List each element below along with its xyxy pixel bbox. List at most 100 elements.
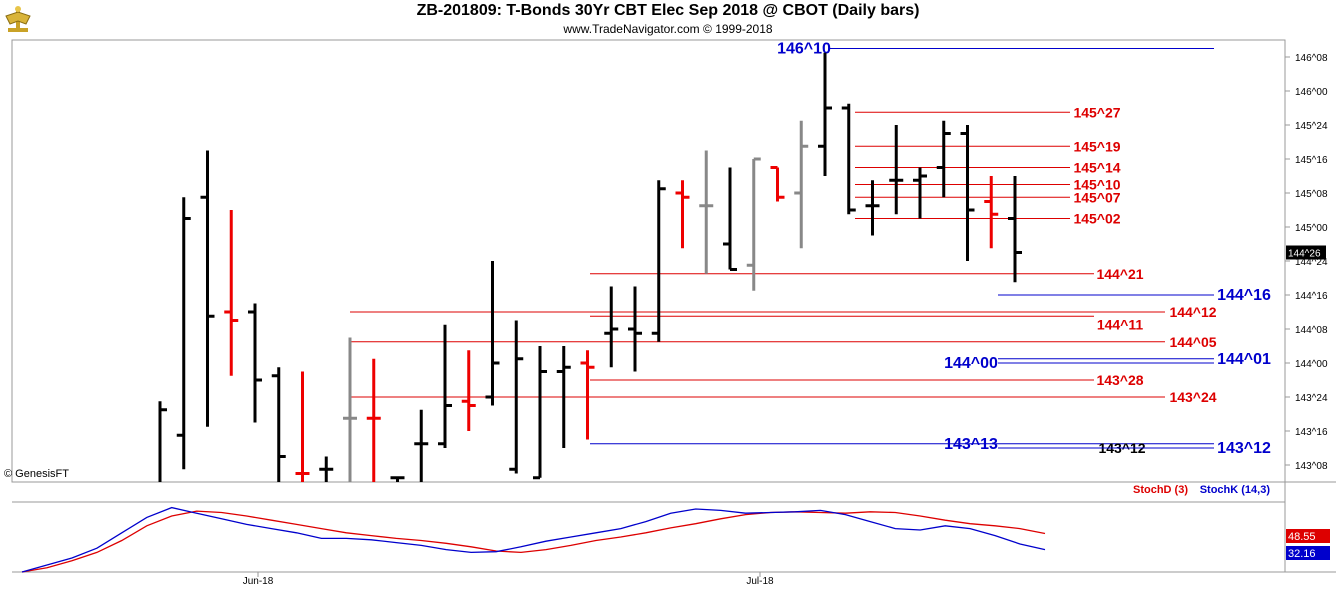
price-tick-label: 143^08 (1295, 461, 1328, 472)
price-level: 145^19 (855, 138, 1121, 154)
price-level: 146^10 (777, 41, 1214, 58)
ohlc-bar (343, 337, 357, 482)
ohlc-bar (818, 52, 832, 176)
level-label: 144^05 (1169, 334, 1216, 350)
ohlc-bar (984, 176, 999, 249)
time-axis: Jun-18 Jul-18 (243, 572, 774, 587)
ohlc-bar (770, 166, 785, 202)
ohlc-bar (556, 346, 571, 448)
level-label: 145^14 (1073, 160, 1120, 176)
ohlc-bar (176, 197, 191, 470)
price-tick-label: 145^08 (1295, 189, 1328, 200)
ohlc-bar (414, 409, 429, 482)
chart-title: ZB-201809: T-Bonds 30Yr CBT Elec Sep 201… (416, 2, 920, 19)
ohlc-bar (960, 125, 975, 261)
ohlc-bar (438, 324, 452, 448)
ohlc-bar (224, 210, 239, 376)
ohlc-bar (390, 476, 405, 482)
time-tick-label: Jun-18 (243, 576, 274, 587)
level-label: 144^21 (1096, 266, 1143, 282)
price-level: 145^27 (855, 104, 1121, 120)
price-tick-label: 144^16 (1295, 291, 1328, 302)
legend-stochk: StochK (14,3) (1200, 484, 1271, 496)
ohlc-bar (248, 303, 262, 423)
stochk-line (21, 506, 1046, 573)
ohlc-bar (865, 180, 880, 236)
ohlc-bar (913, 167, 927, 219)
ohlc-bar (889, 125, 904, 215)
price-bars (158, 52, 1022, 482)
tradenavigator-logo-icon (4, 4, 32, 34)
ohlc-bar (461, 350, 476, 431)
price-level: 144^00 (944, 355, 1214, 372)
level-label: 144^16 (1217, 287, 1271, 304)
level-label: 144^00 (944, 355, 998, 372)
level-label: 145^10 (1073, 177, 1120, 193)
price-tick-label: 144^08 (1295, 325, 1328, 336)
price-tick-label: 145^00 (1295, 223, 1328, 234)
ohlc-bar (485, 261, 500, 406)
ohlc-bar (628, 286, 642, 372)
price-tick-label: 146^00 (1295, 87, 1328, 98)
level-label: 145^19 (1073, 138, 1120, 154)
level-label: 144^11 (1097, 316, 1144, 332)
price-level: 144^21 (590, 266, 1144, 282)
ohlc-bar (295, 371, 310, 482)
legend-stochd: StochD (3) (1133, 484, 1188, 496)
level-label: 145^02 (1073, 211, 1120, 227)
ohlc-bar (794, 120, 809, 249)
price-level: 145^02 (855, 211, 1121, 227)
price-level: 145^14 (855, 160, 1121, 176)
price-level: 143^24 (350, 389, 1217, 405)
price-level: 143^28 (590, 372, 1144, 388)
last-price-box (1286, 245, 1326, 260)
stochd-value: 48.55 (1288, 531, 1316, 543)
stochk-value-box (1286, 546, 1330, 560)
ohlc-bar (509, 320, 524, 474)
price-level: 143^13 (590, 436, 1214, 453)
stochk-value: 32.16 (1288, 548, 1316, 560)
ohlc-bar (651, 180, 666, 342)
ohlc-bar (936, 120, 951, 198)
price-tick-label: 146^08 (1295, 53, 1328, 64)
level-label: 146^10 (777, 41, 831, 58)
price-tick-label: 144^24 (1295, 257, 1328, 268)
ohlc-bar (533, 346, 547, 480)
price-level: 143^12 (998, 440, 1271, 457)
ohlc-bar (366, 358, 381, 482)
price-level: 144^05 (350, 334, 1217, 350)
price-level: 144^11 (590, 315, 1144, 332)
stochd-line (21, 510, 1046, 573)
ohlc-bar (746, 157, 761, 291)
ohlc-bar (604, 286, 619, 368)
copyright-label: © GenesisFT (4, 468, 69, 480)
price-level: 145^07 (855, 189, 1121, 205)
ohlc-bar (675, 180, 690, 249)
level-label: 143^28 (1096, 372, 1143, 388)
price-tick-label: 145^16 (1295, 155, 1328, 166)
level-label: 144^01 (1217, 351, 1271, 368)
ohlc-bar (271, 367, 286, 482)
ohlc-bar (319, 456, 334, 482)
level-label: 143^24 (1169, 389, 1216, 405)
price-level: 145^10 (855, 177, 1121, 193)
stochd-value-box (1286, 529, 1330, 543)
price-axis: 143^08 143^16 143^24 144^00 144^08 144^16 144^… (1285, 53, 1328, 472)
chart-subtitle: www.TradeNavigator.com © 1999-2018 (563, 22, 773, 36)
last-price-label: 144^26 (1288, 249, 1321, 260)
stochastic-pane: StochD (3) StochK (14,3) 48.55 32.16 (21, 484, 1330, 573)
level-label: 145^07 (1073, 189, 1120, 205)
ohlc-bar (580, 350, 595, 440)
price-level: 144^01 (998, 351, 1271, 368)
price-tick-label: 145^24 (1295, 121, 1328, 132)
level-label: 143^12 (1217, 440, 1271, 457)
ohlc-bar (158, 401, 167, 482)
price-tick-label: 144^00 (1295, 359, 1328, 370)
time-tick-label: Jul-18 (746, 576, 774, 587)
price-tick-label: 143^16 (1295, 427, 1328, 438)
ohlc-bar (1008, 176, 1022, 283)
price-level: 144^12 (350, 304, 1217, 320)
ohlc-bar (841, 103, 856, 215)
